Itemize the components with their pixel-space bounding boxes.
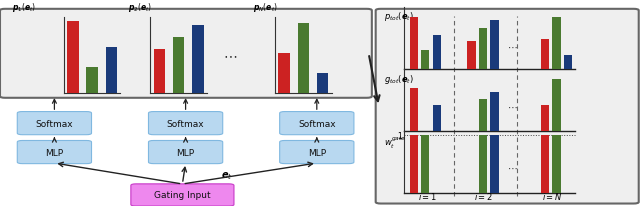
Text: $\cdots$: $\cdots$	[507, 42, 517, 52]
Bar	[67, 22, 79, 94]
FancyBboxPatch shape	[148, 141, 223, 164]
Text: $\boldsymbol{p}_N(\boldsymbol{e}_t)$: $\boldsymbol{p}_N(\boldsymbol{e}_t)$	[253, 1, 278, 14]
Text: $i=N$: $i=N$	[542, 190, 563, 201]
FancyBboxPatch shape	[17, 112, 92, 135]
Bar	[479, 135, 487, 193]
Bar	[564, 56, 572, 70]
FancyBboxPatch shape	[148, 112, 223, 135]
Bar	[552, 135, 561, 193]
Bar	[410, 88, 418, 131]
FancyBboxPatch shape	[0, 10, 372, 98]
Bar	[298, 24, 309, 94]
Text: $i=1$: $i=1$	[418, 190, 437, 201]
FancyBboxPatch shape	[280, 141, 354, 164]
Text: Softmax: Softmax	[167, 119, 204, 128]
Text: Softmax: Softmax	[298, 119, 335, 128]
Bar	[421, 135, 429, 193]
Text: $\boldsymbol{p}_2(\boldsymbol{e}_t)$: $\boldsymbol{p}_2(\boldsymbol{e}_t)$	[128, 1, 152, 14]
Text: MLP: MLP	[177, 148, 195, 157]
Text: $\cdots$: $\cdots$	[507, 102, 517, 112]
Text: $w_t^{gate}$: $w_t^{gate}$	[384, 134, 406, 150]
Text: $p_{tot}(\boldsymbol{e}_t)$: $p_{tot}(\boldsymbol{e}_t)$	[384, 10, 414, 23]
Bar	[433, 35, 441, 70]
FancyBboxPatch shape	[131, 184, 234, 206]
Bar	[192, 26, 204, 94]
FancyBboxPatch shape	[376, 10, 639, 204]
Bar	[410, 18, 418, 70]
Text: $\cdots$: $\cdots$	[223, 48, 237, 62]
Bar	[154, 50, 165, 94]
Bar	[552, 18, 561, 70]
Text: $\boldsymbol{p}_1(\boldsymbol{e}_t)$: $\boldsymbol{p}_1(\boldsymbol{e}_t)$	[12, 1, 36, 14]
Bar	[479, 99, 487, 131]
Text: $g_{tot}(\boldsymbol{e}_t)$: $g_{tot}(\boldsymbol{e}_t)$	[384, 72, 414, 85]
Bar	[421, 51, 429, 70]
Bar	[433, 105, 441, 131]
Bar	[541, 39, 549, 70]
Text: 1: 1	[397, 131, 402, 140]
Text: Gating Input: Gating Input	[154, 191, 211, 199]
Bar	[490, 92, 499, 131]
Text: MLP: MLP	[45, 148, 63, 157]
Bar	[541, 135, 549, 193]
Text: MLP: MLP	[308, 148, 326, 157]
Bar	[490, 135, 499, 193]
Bar	[490, 20, 499, 70]
Bar	[106, 48, 117, 94]
Bar	[541, 105, 549, 131]
Text: $i=2$: $i=2$	[474, 190, 493, 201]
Bar	[317, 74, 328, 94]
Bar	[479, 28, 487, 70]
Bar	[552, 80, 561, 131]
Bar	[467, 42, 476, 70]
Text: $\cdots$: $\cdots$	[507, 162, 517, 172]
Bar	[410, 135, 418, 193]
Bar	[278, 54, 290, 94]
FancyBboxPatch shape	[280, 112, 354, 135]
Text: Softmax: Softmax	[36, 119, 73, 128]
FancyBboxPatch shape	[17, 141, 92, 164]
Bar	[86, 68, 98, 94]
Text: $\boldsymbol{e}_t$: $\boldsymbol{e}_t$	[221, 169, 232, 181]
Bar	[173, 38, 184, 94]
